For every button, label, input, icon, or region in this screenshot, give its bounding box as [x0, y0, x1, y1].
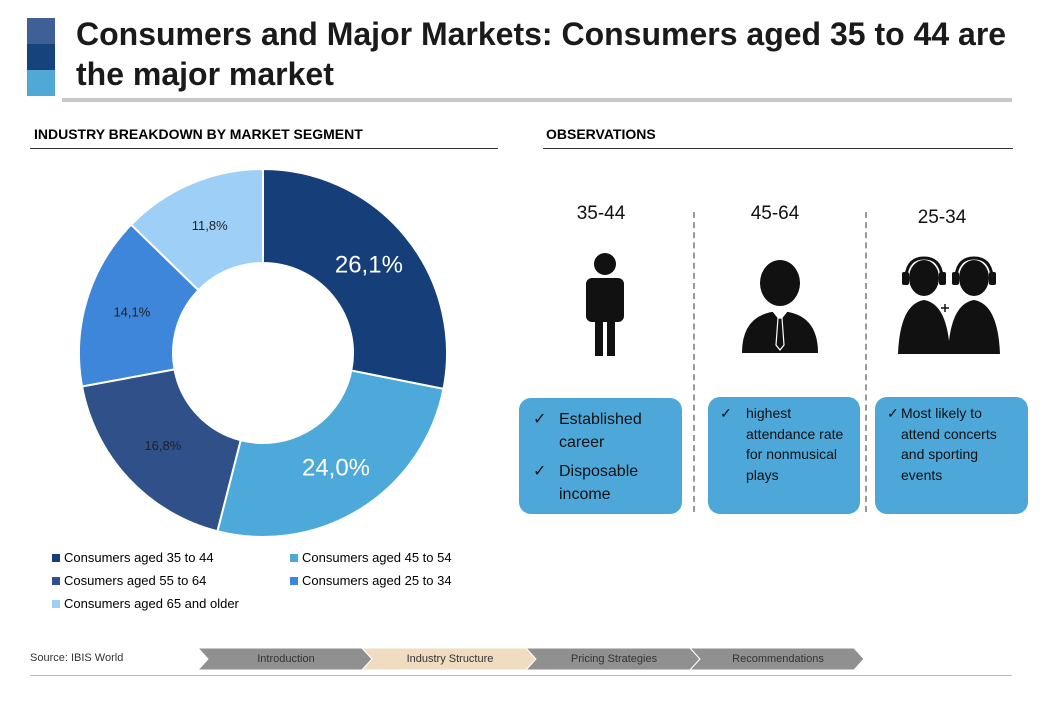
- chart-legend: Consumers aged 35 to 44 Consumers aged 45…: [52, 550, 492, 620]
- check-icon: ✓: [720, 405, 732, 421]
- donut-chart: 26,1% 24,0% 16,8% 14,1% 11,8%: [78, 167, 448, 538]
- section-nav: Introduction Industry Structure Pricing St…: [198, 647, 865, 671]
- donut-slice: [216, 369, 445, 538]
- observation-bullet: ✓ Disposable income: [533, 460, 674, 506]
- observations-heading: OBSERVATIONS: [546, 126, 656, 142]
- slice-label: 14,1%: [113, 305, 150, 320]
- legend-item: Consumers aged 25 to 34: [290, 573, 452, 588]
- check-icon: ✓: [533, 463, 547, 480]
- legend-label: Consumers aged 45 to 54: [302, 550, 452, 565]
- footer-rule: [30, 675, 1012, 676]
- slice-label: 16,8%: [144, 438, 181, 453]
- title-accent-block-3: [27, 70, 55, 96]
- legend-item: Cosumers aged 55 to 64: [52, 573, 206, 588]
- legend-item: Consumers aged 35 to 44: [52, 550, 214, 565]
- headset-people-icon: [898, 256, 1000, 354]
- legend-swatch: [52, 576, 60, 585]
- legend-swatch: [290, 553, 298, 562]
- title-accent-bar: [27, 18, 55, 96]
- observations-rule: [543, 148, 1013, 149]
- legend-swatch: [290, 576, 298, 585]
- donut-slice: [78, 223, 200, 388]
- age-label-25-34: 25-34: [917, 207, 967, 228]
- legend-item: Consumers aged 45 to 54: [290, 550, 452, 565]
- observation-bullet: ✓ highest attendance rate for nonmusical…: [720, 405, 844, 483]
- check-icon: ✓: [533, 411, 547, 428]
- observation-bullet: ✓ Established career: [533, 408, 674, 454]
- legend-label: Consumers aged 35 to 44: [64, 550, 214, 565]
- nav-step-label: Introduction: [257, 653, 314, 665]
- title-divider: [62, 98, 1012, 102]
- source-note: Source: IBIS World: [30, 652, 124, 664]
- age-label-35-44: 35-44: [576, 203, 626, 224]
- legend-label: Consumers aged 65 and older: [64, 596, 239, 611]
- businessman-icon: [742, 260, 818, 353]
- legend-label: Cosumers aged 55 to 64: [64, 573, 207, 588]
- chart-section-rule: [30, 148, 498, 149]
- observation-box-35-44: ✓ Established career ✓ Disposable income: [519, 398, 682, 514]
- donut-slice: [129, 167, 264, 292]
- chart-section-heading: INDUSTRY BREAKDOWN BY MARKET SEGMENT: [34, 126, 363, 142]
- person-standing-icon: [586, 253, 624, 356]
- nav-step-label: Industry Structure: [407, 653, 494, 665]
- legend-item: Consumers aged 65 and older: [52, 596, 239, 611]
- legend-swatch: [52, 553, 60, 562]
- slice-label: 26,1%: [335, 251, 403, 278]
- legend-swatch: [52, 599, 60, 608]
- nav-step-label: Pricing Strategies: [571, 653, 658, 665]
- nav-step[interactable]: [688, 647, 865, 671]
- page-title: Consumers and Major Markets: Consumers a…: [76, 16, 1007, 92]
- observation-bullet: ✓ Most likely to attend concerts and spo…: [887, 405, 997, 483]
- donut-slice: [262, 167, 448, 391]
- age-label-45-64: 45-64: [750, 203, 800, 224]
- legend-label: Consumers aged 25 to 34: [302, 573, 452, 588]
- title-accent-block-1: [27, 18, 55, 44]
- slice-label: 11,8%: [192, 218, 228, 233]
- donut-slice: [80, 368, 242, 533]
- observation-divider-2: [865, 212, 867, 512]
- observation-divider-1: [693, 212, 695, 512]
- check-icon: ✓: [887, 405, 899, 421]
- observation-box-45-64: ✓ highest attendance rate for nonmusical…: [708, 397, 860, 514]
- observation-box-25-34: ✓ Most likely to attend concerts and spo…: [875, 397, 1028, 514]
- slice-label: 24,0%: [302, 454, 370, 481]
- title-accent-block-2: [27, 44, 55, 70]
- nav-step-label: Recommendations: [732, 653, 824, 665]
